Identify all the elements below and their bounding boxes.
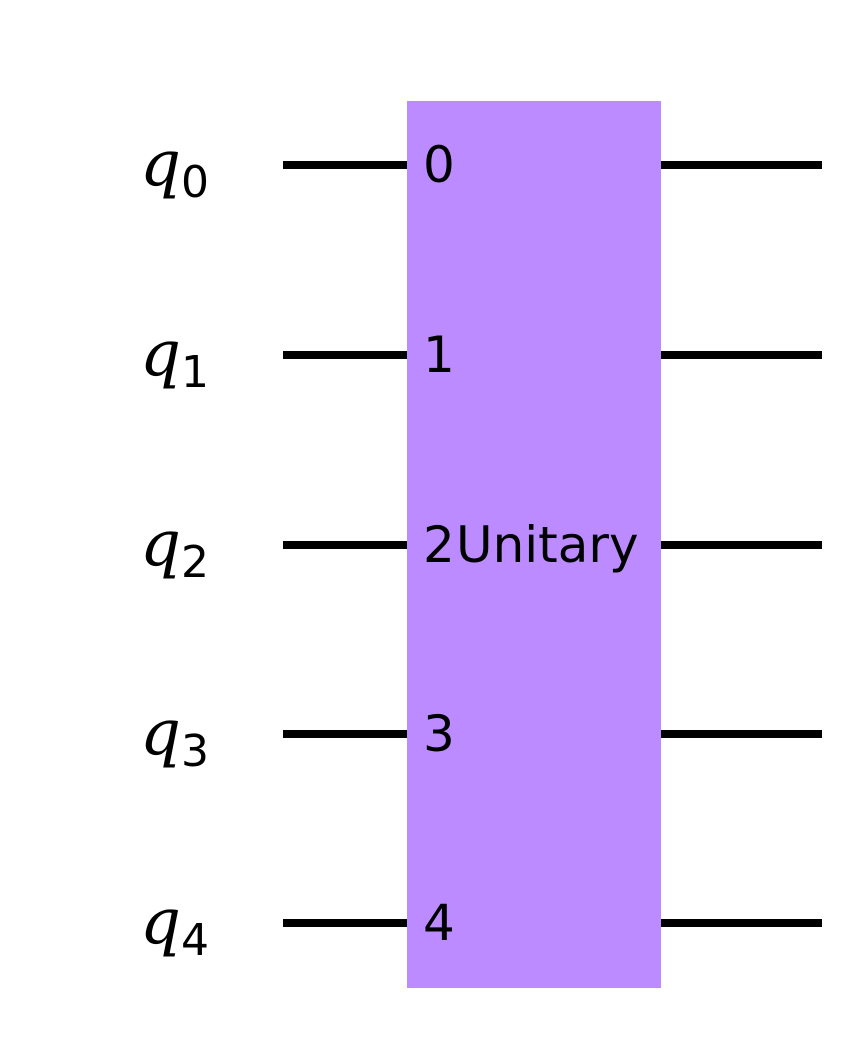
qubit-symbol: q bbox=[140, 885, 181, 959]
gate-port-label-2: 2 bbox=[423, 516, 455, 574]
gate-port-label-3: 3 bbox=[423, 705, 455, 763]
gate-name: Unitary bbox=[456, 516, 639, 574]
qubit-index: 2 bbox=[181, 537, 209, 588]
qubit-index: 1 bbox=[181, 347, 209, 398]
qubit-symbol: q bbox=[140, 317, 181, 391]
qubit-symbol: q bbox=[140, 127, 181, 201]
qubit-index: 4 bbox=[181, 915, 209, 966]
qubit-label-q4: q4 bbox=[140, 885, 209, 966]
qubit-label-q2: q2 bbox=[140, 507, 209, 588]
gate-port-label-0: 0 bbox=[423, 136, 455, 194]
qubit-label-q0: q0 bbox=[140, 127, 209, 208]
qubit-symbol: q bbox=[140, 696, 181, 770]
qubit-index: 0 bbox=[181, 157, 209, 208]
gate-port-label-4: 4 bbox=[423, 894, 455, 952]
qubit-label-q3: q3 bbox=[140, 696, 209, 777]
qubit-index: 3 bbox=[181, 726, 209, 777]
qubit-symbol: q bbox=[140, 507, 181, 581]
unitary-gate-box bbox=[407, 101, 661, 988]
gate-port-label-1: 1 bbox=[423, 326, 455, 384]
qubit-label-q1: q1 bbox=[140, 317, 209, 398]
